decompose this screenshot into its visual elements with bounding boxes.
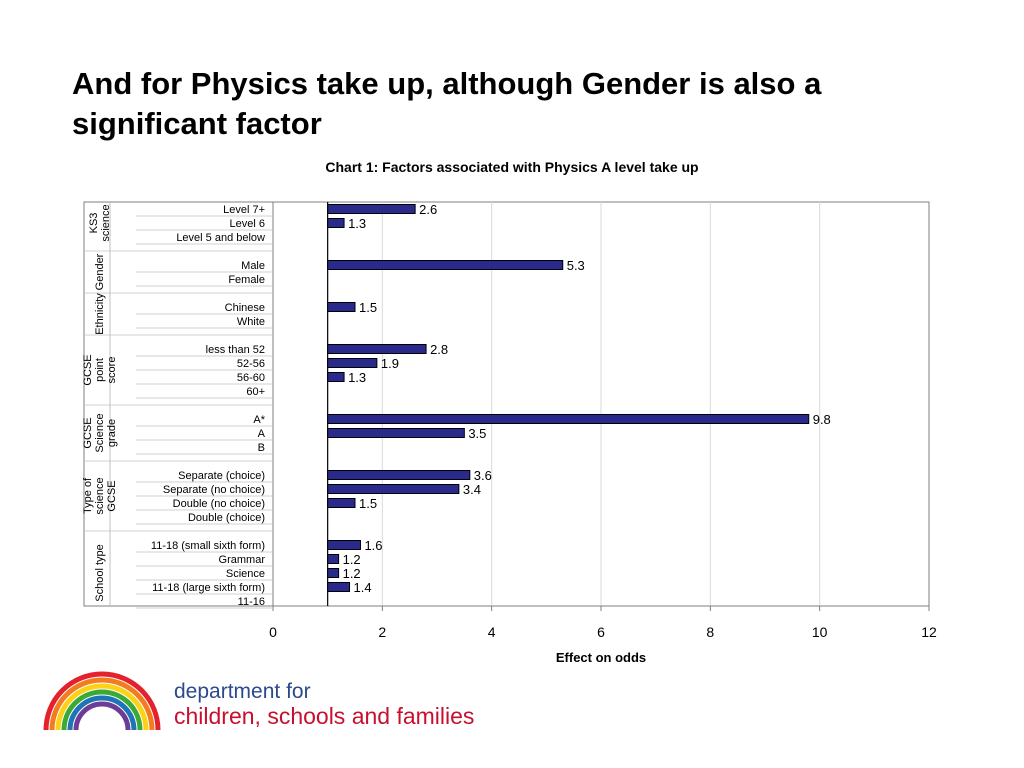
x-tick-label: 2	[378, 624, 386, 640]
category-label: 60+	[246, 386, 265, 398]
category-label: less than 52	[206, 344, 265, 356]
logo-line-2: children, schools and families	[174, 703, 475, 729]
bar	[327, 344, 427, 354]
category-label: Level 6	[230, 218, 265, 230]
data-label: 1.2	[343, 552, 361, 567]
bar	[327, 218, 345, 228]
bar	[327, 204, 416, 214]
x-tick-label: 4	[488, 624, 496, 640]
bar	[327, 302, 356, 312]
data-label: 1.3	[348, 216, 366, 231]
group-label-line: GCSE	[82, 354, 94, 385]
group-label-line: score	[106, 357, 118, 384]
bar	[327, 540, 361, 550]
category-label: 11-18 (small sixth form)	[151, 540, 265, 552]
group-label-line: Science	[94, 413, 106, 452]
category-label: Double (no choice)	[173, 498, 265, 510]
group-label-line: Gender	[94, 253, 106, 290]
category-label: A	[258, 428, 266, 440]
data-label: 3.4	[463, 482, 481, 497]
category-label: Female	[228, 274, 265, 286]
bar	[327, 554, 340, 564]
group-label: GCSESciencegrade	[82, 413, 118, 452]
x-tick-label: 6	[597, 624, 605, 640]
group-label-line: science	[100, 204, 112, 241]
data-label: 1.5	[359, 496, 377, 511]
group-label-line: KS3	[88, 213, 100, 234]
bar	[327, 568, 340, 578]
category-label: Science	[226, 568, 265, 580]
bar-chart: 0 2 4 6 8 10 12 Effect on odds Level 7+ 2.6 Level …	[82, 201, 937, 665]
group-label: GCSEpointscore	[82, 354, 118, 385]
group-label-line: grade	[106, 419, 118, 447]
category-label: White	[237, 316, 265, 328]
rainbow-arc	[43, 671, 161, 731]
data-label: 1.4	[354, 580, 372, 595]
category-label: Level 7+	[223, 204, 265, 216]
category-label: Male	[241, 260, 265, 272]
data-label: 3.5	[468, 426, 486, 441]
group-label-line: point	[94, 358, 106, 382]
data-label: 2.6	[419, 202, 437, 217]
group-label-line: GCSE	[82, 417, 94, 448]
group-label: Gender	[94, 253, 106, 290]
category-label: 11-18 (large sixth form)	[152, 582, 265, 594]
bar	[327, 414, 810, 424]
group-label-line: GCSE	[106, 480, 118, 511]
x-tick-label: 10	[812, 624, 828, 640]
group-label: Type ofscienceGCSE	[82, 477, 118, 515]
data-label: 1.9	[381, 356, 399, 371]
category-label: 11-16	[238, 596, 265, 608]
bar	[327, 470, 471, 480]
rainbow-arc	[73, 701, 131, 731]
bar	[327, 372, 345, 382]
rainbow-arc	[67, 695, 137, 731]
data-label: 2.8	[430, 342, 448, 357]
group-label-line: Ethnicity	[94, 293, 106, 335]
category-label: 56-60	[237, 372, 265, 384]
bar	[327, 582, 351, 592]
group-label: KS3science	[88, 204, 112, 241]
group-label: School type	[94, 544, 106, 601]
data-label: 3.6	[474, 468, 492, 483]
logo-line-1: department for	[174, 680, 311, 703]
chart-title: Chart 1: Factors associated with Physics…	[325, 159, 699, 175]
data-label: 1.5	[359, 300, 377, 315]
data-label: 1.3	[348, 370, 366, 385]
rainbow-logo-icon	[43, 671, 161, 731]
bar	[327, 428, 465, 438]
category-label: Grammar	[219, 554, 266, 566]
x-tick-label: 8	[706, 624, 714, 640]
category-label: Double (choice)	[188, 512, 265, 524]
group-label: Ethnicity	[94, 293, 106, 335]
rainbow-arc	[55, 683, 149, 731]
category-label: Separate (no choice)	[163, 484, 265, 496]
category-label: Separate (choice)	[178, 470, 265, 482]
category-label: B	[258, 442, 265, 454]
category-label: Chinese	[225, 302, 265, 314]
data-label: 9.8	[813, 412, 831, 427]
bar	[327, 484, 460, 494]
bar	[327, 498, 356, 508]
bar	[327, 358, 378, 368]
x-axis-label: Effect on odds	[556, 650, 646, 665]
data-label: 1.6	[364, 538, 382, 553]
category-label: 52-56	[237, 358, 265, 370]
slide-title: And for Physics take up, although Gender…	[72, 66, 822, 141]
data-label: 5.3	[567, 258, 585, 273]
data-label: 1.2	[343, 566, 361, 581]
group-label-line: School type	[94, 544, 106, 601]
bar	[327, 260, 564, 270]
rainbow-arc	[49, 677, 155, 731]
group-label-line: science	[94, 477, 106, 514]
group-label-line: Type of	[82, 477, 94, 514]
rainbow-arc	[61, 689, 143, 731]
x-tick-label: 12	[921, 624, 937, 640]
x-tick-label: 0	[269, 624, 277, 640]
category-label: Level 5 and below	[176, 232, 265, 244]
category-label: A*	[253, 414, 265, 426]
